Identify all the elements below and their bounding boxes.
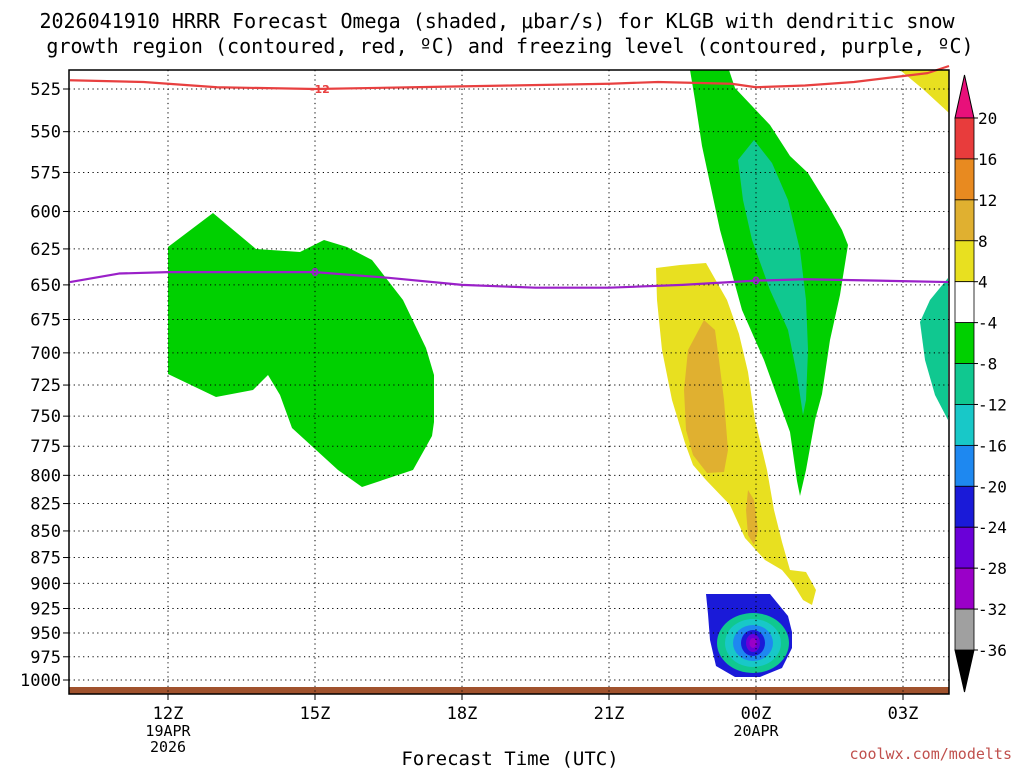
x-tick-label-18z: 18Z [447,704,478,724]
y-tick-label-650: 650 [30,276,61,296]
omega-region-7 [900,70,949,113]
y-tick-label-775: 775 [30,437,61,457]
colorbar-label-10: -20 [978,477,1007,496]
colorbar-band-6 [954,322,975,364]
omega-core-ring-6 [749,638,757,648]
colorbar-label-12: -28 [978,559,1007,578]
colorbar-band-7 [954,363,975,405]
colorbar-band-10 [954,485,975,528]
y-tick-label-1000: 1000 [20,671,61,691]
colorbar-label-3: 12 [978,191,997,210]
y-tick-label-800: 800 [30,466,61,486]
colorbar-label-5: 4 [978,273,988,292]
x-tick-label-03z: 03Z [888,704,919,724]
contour-label-2: 0 [311,266,319,279]
omega-region-5 [738,140,808,415]
omega-shading [168,70,949,677]
y-tick-label-550: 550 [30,123,61,143]
colorbar-label-11: -24 [978,518,1007,537]
contour-line-1 [69,64,950,91]
colorbar-label-6: -4 [978,314,997,333]
x-axis-title: Forecast Time (UTC) [401,748,618,768]
plot-frame [68,69,950,695]
y-tick-label-900: 900 [30,574,61,594]
colorbar-band-11 [954,526,975,569]
colorbar-band-12 [954,567,975,610]
y-tick-label-525: 525 [30,80,61,100]
y-tick-label-825: 825 [30,495,61,515]
colorbar-label-13: -32 [978,600,1007,619]
colorbar-label-9: -16 [978,436,1007,455]
colorbar-label-2: 16 [978,150,997,169]
credit-text: coolwx.com/modelts [849,745,1012,763]
colorbar-label-14: -36 [978,641,1007,660]
x-tick-label-21z: 21Z [594,704,625,724]
omega-region-8 [684,320,728,473]
x-date-label-2026: 2026 [150,738,186,756]
x-tick-label-00z: 00Z [741,704,772,724]
contour-label-1: -12 [310,83,330,96]
y-tick-label-675: 675 [30,311,61,331]
surface-terrain [69,687,949,694]
colorbar: 20 16 12 8 4 -4 -8 -12 -16 -20 -24 -28 -32 -36 [954,74,1007,693]
colorbar-band-2 [954,158,975,201]
omega-region-9 [746,490,758,545]
colorbar-band-3 [954,199,975,242]
y-tick-label-850: 850 [30,522,61,542]
y-tick-label-875: 875 [30,549,61,569]
colorbar-band-9 [954,444,975,487]
x-date-label-20apr: 20APR [733,722,779,740]
contour-lines: -12 0 0 [69,64,950,289]
omega-region-1 [168,213,434,487]
terrain-strip [69,687,949,694]
x-tick-label-12z: 12Z [153,704,184,724]
y-tick-label-725: 725 [30,376,61,396]
plot-area: -12 0 0 [68,64,950,695]
colorbar-bottom-arrow [954,649,975,693]
contour-label-3: 0 [752,275,760,288]
colorbar-label-7: -8 [978,355,997,374]
colorbar-label-1: 20 [978,109,997,128]
y-tick-label-975: 975 [30,648,61,668]
contour-line-2 [69,271,950,289]
y-tick-label-700: 700 [30,344,61,364]
omega-region-3 [920,278,948,420]
y-tick-label-625: 625 [30,240,61,260]
grid-lines [69,70,949,694]
colorbar-band-1 [954,117,975,160]
colorbar-band-8 [954,404,975,446]
colorbar-band-4 [954,240,975,283]
y-tick-label-575: 575 [30,163,61,183]
colorbar-band-13 [954,608,975,651]
x-date-label-19apr: 19APR [145,722,191,740]
chart-title-line-2: growth region (contoured, red, ºC) and f… [46,34,973,58]
colorbar-band-5 [954,281,975,324]
y-tick-label-950: 950 [30,624,61,644]
colorbar-top-arrow [954,74,975,119]
y-tick-label-600: 600 [30,202,61,222]
y-axis: 525 550 575 600 625 650 675 700 725 750 775 800 825 8… [20,80,69,691]
y-tick-label-925: 925 [30,599,61,619]
chart-title-line-1: 2026041910 HRRR Forecast Omega (shaded, … [39,9,955,33]
x-tick-label-15z: 15Z [300,704,331,724]
colorbar-label-4: 8 [978,232,988,251]
colorbar-label-8: -12 [978,395,1007,414]
y-tick-label-750: 750 [30,407,61,427]
